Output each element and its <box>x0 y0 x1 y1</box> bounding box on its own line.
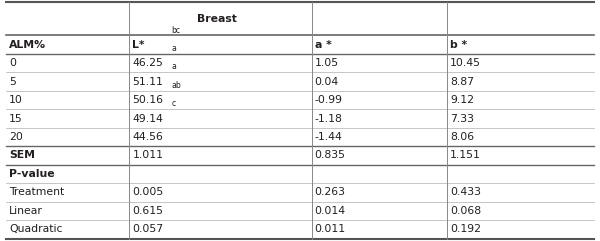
Text: -1.18: -1.18 <box>314 114 343 124</box>
Text: Breast: Breast <box>197 14 237 24</box>
Text: a: a <box>172 62 176 71</box>
Text: Linear: Linear <box>9 206 43 216</box>
Text: 0.192: 0.192 <box>450 224 481 234</box>
Text: 10: 10 <box>9 95 23 105</box>
Text: 1.05: 1.05 <box>314 58 339 68</box>
Text: 0.433: 0.433 <box>450 187 481 197</box>
Text: a: a <box>172 44 176 53</box>
Text: 0.057: 0.057 <box>133 224 164 234</box>
Text: 1.011: 1.011 <box>133 150 163 161</box>
Text: 1.151: 1.151 <box>450 150 481 161</box>
Text: -0.99: -0.99 <box>314 95 343 105</box>
Text: 0.615: 0.615 <box>133 206 163 216</box>
Text: 51.11: 51.11 <box>133 77 163 87</box>
Text: SEM: SEM <box>9 150 35 161</box>
Text: 44.56: 44.56 <box>133 132 163 142</box>
Text: Treatment: Treatment <box>9 187 64 197</box>
Text: Quadratic: Quadratic <box>9 224 62 234</box>
Text: b *: b * <box>450 40 467 50</box>
Text: 49.14: 49.14 <box>133 114 163 124</box>
Text: 0.005: 0.005 <box>133 187 164 197</box>
Text: 0.068: 0.068 <box>450 206 481 216</box>
Text: 20: 20 <box>9 132 23 142</box>
Text: 7.33: 7.33 <box>450 114 474 124</box>
Text: 0.011: 0.011 <box>314 224 346 234</box>
Text: 10.45: 10.45 <box>450 58 481 68</box>
Text: bc: bc <box>172 26 181 34</box>
Text: 46.25: 46.25 <box>133 58 163 68</box>
Text: a *: a * <box>314 40 331 50</box>
Text: ab: ab <box>172 81 181 90</box>
Text: ALM%: ALM% <box>9 40 46 50</box>
Text: 0.04: 0.04 <box>314 77 339 87</box>
Text: c: c <box>172 99 176 108</box>
Text: -1.44: -1.44 <box>314 132 343 142</box>
Text: 15: 15 <box>9 114 23 124</box>
Text: P-value: P-value <box>9 169 55 179</box>
Text: 8.06: 8.06 <box>450 132 474 142</box>
Text: 50.16: 50.16 <box>133 95 163 105</box>
Text: 0: 0 <box>9 58 16 68</box>
Text: L*: L* <box>133 40 145 50</box>
Text: 5: 5 <box>9 77 16 87</box>
Text: 8.87: 8.87 <box>450 77 474 87</box>
Text: 0.014: 0.014 <box>314 206 346 216</box>
Text: 0.263: 0.263 <box>314 187 346 197</box>
Text: 9.12: 9.12 <box>450 95 474 105</box>
Text: 0.835: 0.835 <box>314 150 346 161</box>
